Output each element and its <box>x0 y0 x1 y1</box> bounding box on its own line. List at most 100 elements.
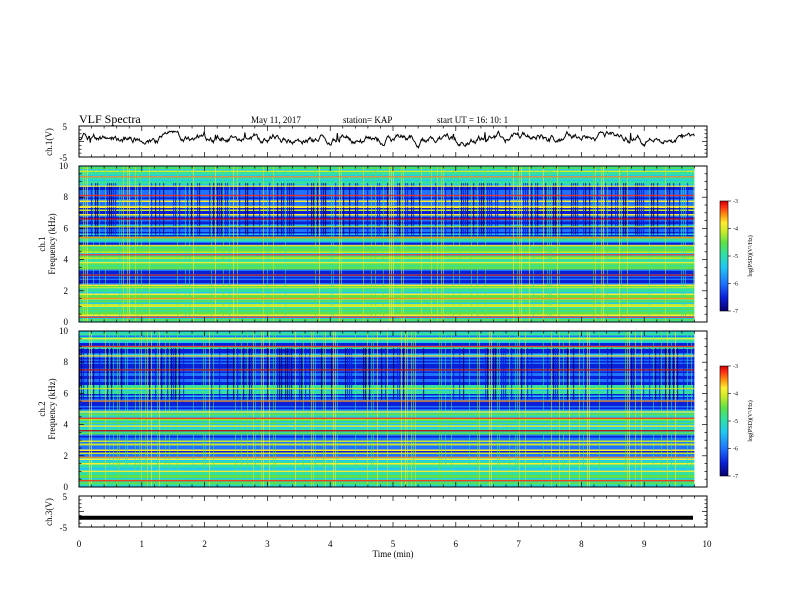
spec2-dark-stroke <box>557 348 559 400</box>
spec1-row <box>79 197 695 200</box>
spec1-row <box>79 178 695 180</box>
spec1-row <box>79 241 695 243</box>
spec1-row <box>79 175 695 177</box>
spec1-row <box>79 296 695 299</box>
spec2-bright-stroke <box>599 331 600 487</box>
spec1-row <box>79 251 695 254</box>
spec1-dark-stroke <box>239 183 241 235</box>
spec2-dark-stroke <box>453 348 455 400</box>
spec2-row <box>79 476 695 479</box>
spec2-dark-stroke <box>291 348 293 400</box>
spec2-bright-stroke <box>109 331 110 487</box>
spec1-dark-stroke <box>641 183 643 235</box>
spec1-row <box>79 238 695 240</box>
spec2-bright-stroke <box>255 331 256 487</box>
spec2-dark-stroke <box>179 348 181 400</box>
spec1-bright-stroke <box>529 166 530 322</box>
spec1-dark-stroke <box>317 183 319 235</box>
spec2-row <box>79 344 695 347</box>
spec1-row <box>79 272 695 275</box>
spec1-dark-stroke <box>113 183 115 235</box>
spec2-row <box>79 431 695 434</box>
spec2-dark-stroke <box>573 348 575 400</box>
spec2-row <box>79 392 695 395</box>
spec1-dark-stroke <box>669 183 671 235</box>
spec1-dark-stroke <box>635 183 637 235</box>
spec2-bright-stroke <box>589 331 590 487</box>
spec2-bright-stroke <box>205 331 206 487</box>
spec2-dark-stroke <box>607 348 609 400</box>
spec1-bright-stroke <box>443 166 444 322</box>
spec1-dark-stroke <box>269 183 271 235</box>
spec2-dark-stroke <box>693 348 695 400</box>
spec1-dark-stroke <box>259 183 261 235</box>
spec1-row <box>79 191 695 194</box>
spec2-row <box>79 472 695 474</box>
spec1-bright-stroke <box>521 166 522 322</box>
spec2-row <box>79 413 695 416</box>
spec1-dark-stroke <box>687 183 689 235</box>
spec2-dark-stroke <box>505 348 507 400</box>
spec2-dark-stroke <box>485 348 487 400</box>
spec2-dark-stroke <box>463 348 465 400</box>
spec2-dark-stroke <box>631 348 633 400</box>
spec1-bright-stroke <box>559 166 560 322</box>
spec1-dark-stroke <box>293 183 295 235</box>
spec2-ytick-labels: 0 2 4 6 8 10 <box>59 326 69 492</box>
spec2-bright-stroke <box>439 331 440 487</box>
spec1-dark-stroke <box>461 183 463 235</box>
spec2-dark-stroke <box>495 348 497 400</box>
spec1-dark-stroke <box>197 183 199 235</box>
spec2-dark-stroke <box>331 348 333 400</box>
spec1-ytick-label: 8 <box>64 192 69 202</box>
spec1-dark-stroke <box>155 183 157 235</box>
spec1-dark-stroke <box>667 183 669 235</box>
spec2-bright-stroke <box>315 331 316 487</box>
spec2-row <box>79 359 695 362</box>
spec1-dark-stroke <box>217 183 219 235</box>
spec1-ytick-label: 4 <box>64 255 69 265</box>
spec1-row <box>79 293 695 296</box>
spec1-dark-stroke <box>335 183 337 235</box>
spec2-row <box>79 422 695 425</box>
spec2-dark-stroke <box>81 348 83 400</box>
spec2-dark-stroke <box>301 348 303 400</box>
spec1-dark-stroke <box>573 183 575 235</box>
spec1-dark-stroke <box>115 183 117 235</box>
time-axis-label: Time (min) <box>373 549 414 559</box>
spec2-ytick-label: 6 <box>64 388 69 398</box>
spec1-dark-stroke <box>97 183 99 235</box>
spec2-bright-stroke <box>517 331 518 487</box>
spec1-bright-stroke <box>177 166 178 322</box>
spec2-bright-stroke <box>119 331 120 487</box>
spec1-row <box>79 233 695 236</box>
spec2-row <box>79 485 695 487</box>
spec2-bright-stroke <box>641 331 642 487</box>
spec2-band <box>79 480 695 482</box>
spec1-bright-stroke <box>401 166 402 322</box>
ch2-spectrogram <box>79 331 695 487</box>
spec1-row <box>79 287 695 290</box>
spec2-row <box>79 356 695 359</box>
spec1-dark-stroke <box>387 183 389 235</box>
time-tick-label: 7 <box>516 539 521 549</box>
spec1-cb-tick-label: -7 <box>733 309 738 315</box>
spec1-row <box>79 170 695 173</box>
spec2-dark-stroke <box>351 348 353 400</box>
spec1-row <box>79 266 695 269</box>
spec2-dark-stroke <box>459 348 461 400</box>
spec2-bright-stroke <box>579 331 580 487</box>
spec2-dark-stroke <box>403 348 405 400</box>
spec1-dark-stroke <box>419 183 421 235</box>
spec1-dark-stroke <box>481 183 483 235</box>
spec2-row <box>79 439 695 441</box>
spec2-row <box>79 412 695 414</box>
spec2-bright-stroke <box>311 331 312 487</box>
spec2-bright-stroke <box>569 331 570 487</box>
spec1-dark-stroke <box>585 183 587 235</box>
spec2-bright-stroke <box>377 331 378 487</box>
spec1-row <box>79 299 695 302</box>
spec2-bright-stroke <box>177 331 178 487</box>
spec1-row <box>79 214 695 216</box>
spec2-bright-stroke <box>387 331 388 487</box>
